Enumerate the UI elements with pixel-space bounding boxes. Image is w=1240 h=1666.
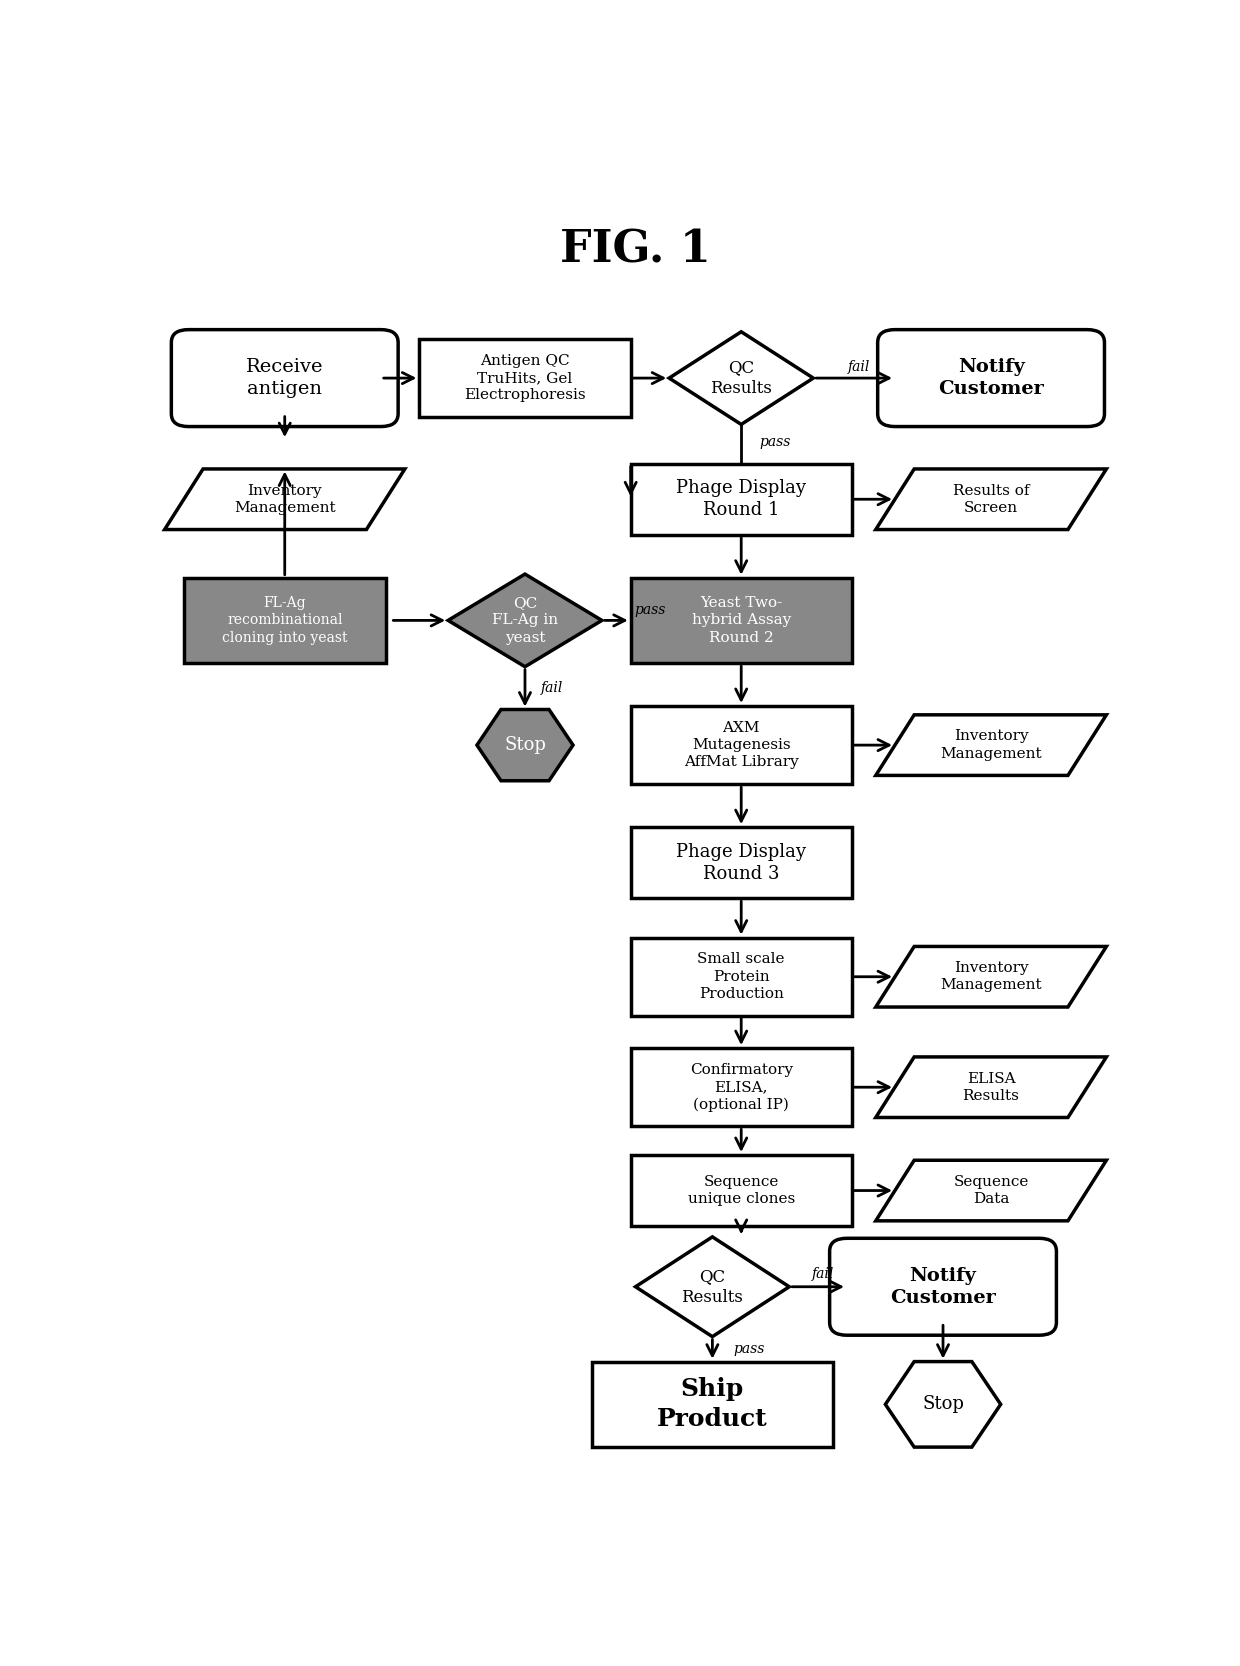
Text: Stop: Stop: [923, 1396, 963, 1413]
Polygon shape: [875, 468, 1106, 530]
Bar: [419, 338, 631, 416]
Polygon shape: [875, 1056, 1106, 1118]
Text: Confirmatory
ELISA,
(optional IP): Confirmatory ELISA, (optional IP): [689, 1063, 792, 1111]
Polygon shape: [875, 715, 1106, 775]
Bar: [184, 578, 386, 663]
Bar: [631, 578, 852, 663]
Text: pass: pass: [634, 603, 666, 616]
Text: pass: pass: [759, 435, 791, 450]
Text: Results of
Screen: Results of Screen: [952, 483, 1029, 515]
Text: Stop: Stop: [503, 736, 546, 755]
Bar: [631, 1048, 852, 1126]
Bar: [631, 826, 852, 898]
Polygon shape: [635, 1236, 789, 1336]
Polygon shape: [477, 710, 573, 781]
Polygon shape: [670, 332, 813, 425]
Text: QC
Results: QC Results: [682, 1268, 743, 1306]
Text: Sequence
Data: Sequence Data: [954, 1175, 1029, 1206]
Text: Notify
Customer: Notify Customer: [890, 1266, 996, 1306]
Bar: [631, 1155, 852, 1226]
FancyBboxPatch shape: [171, 330, 398, 426]
Text: fail: fail: [541, 681, 563, 695]
Text: Phage Display
Round 1: Phage Display Round 1: [676, 480, 806, 520]
Polygon shape: [448, 575, 601, 666]
Polygon shape: [875, 1160, 1106, 1221]
Polygon shape: [875, 946, 1106, 1006]
Bar: [631, 938, 852, 1016]
Bar: [593, 1361, 832, 1448]
FancyBboxPatch shape: [878, 330, 1105, 426]
Text: Small scale
Protein
Production: Small scale Protein Production: [697, 953, 785, 1001]
Polygon shape: [885, 1361, 1001, 1448]
Text: Antigen QC
TruHits, Gel
Electrophoresis: Antigen QC TruHits, Gel Electrophoresis: [464, 353, 585, 403]
Text: Ship
Product: Ship Product: [657, 1378, 768, 1431]
Text: Sequence
unique clones: Sequence unique clones: [688, 1175, 795, 1206]
Text: pass: pass: [733, 1343, 765, 1356]
Text: Receive
antigen: Receive antigen: [246, 358, 324, 398]
Polygon shape: [165, 468, 405, 530]
Bar: [631, 463, 852, 535]
Text: ELISA
Results: ELISA Results: [962, 1071, 1019, 1103]
Text: FL-Ag
recombinational
cloning into yeast: FL-Ag recombinational cloning into yeast: [222, 596, 347, 645]
Text: fail: fail: [848, 360, 870, 375]
Text: Yeast Two-
hybrid Assay
Round 2: Yeast Two- hybrid Assay Round 2: [692, 596, 791, 645]
Text: QC
Results: QC Results: [711, 360, 773, 397]
Text: Inventory
Management: Inventory Management: [234, 483, 336, 515]
Text: FIG. 1: FIG. 1: [560, 228, 711, 272]
Bar: [631, 706, 852, 785]
Text: AXM
Mutagenesis
AffMat Library: AXM Mutagenesis AffMat Library: [683, 721, 799, 770]
Text: fail: fail: [812, 1266, 835, 1281]
FancyBboxPatch shape: [830, 1238, 1056, 1334]
Text: Inventory
Management: Inventory Management: [940, 961, 1042, 993]
Text: Phage Display
Round 3: Phage Display Round 3: [676, 843, 806, 883]
Text: Notify
Customer: Notify Customer: [939, 358, 1044, 398]
Text: Inventory
Management: Inventory Management: [940, 730, 1042, 761]
Text: QC
FL-Ag in
yeast: QC FL-Ag in yeast: [492, 596, 558, 645]
